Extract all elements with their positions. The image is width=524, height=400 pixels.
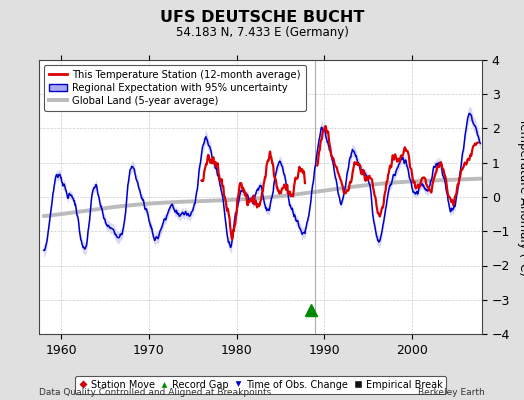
Text: UFS DEUTSCHE BUCHT: UFS DEUTSCHE BUCHT: [160, 10, 364, 25]
Text: 54.183 N, 7.433 E (Germany): 54.183 N, 7.433 E (Germany): [176, 26, 348, 39]
Text: Berkeley Earth: Berkeley Earth: [418, 388, 485, 397]
Y-axis label: Temperature Anomaly (°C): Temperature Anomaly (°C): [517, 118, 524, 276]
Text: Data Quality Controlled and Aligned at Breakpoints: Data Quality Controlled and Aligned at B…: [39, 388, 271, 397]
Legend: Station Move, Record Gap, Time of Obs. Change, Empirical Break: Station Move, Record Gap, Time of Obs. C…: [75, 376, 446, 394]
